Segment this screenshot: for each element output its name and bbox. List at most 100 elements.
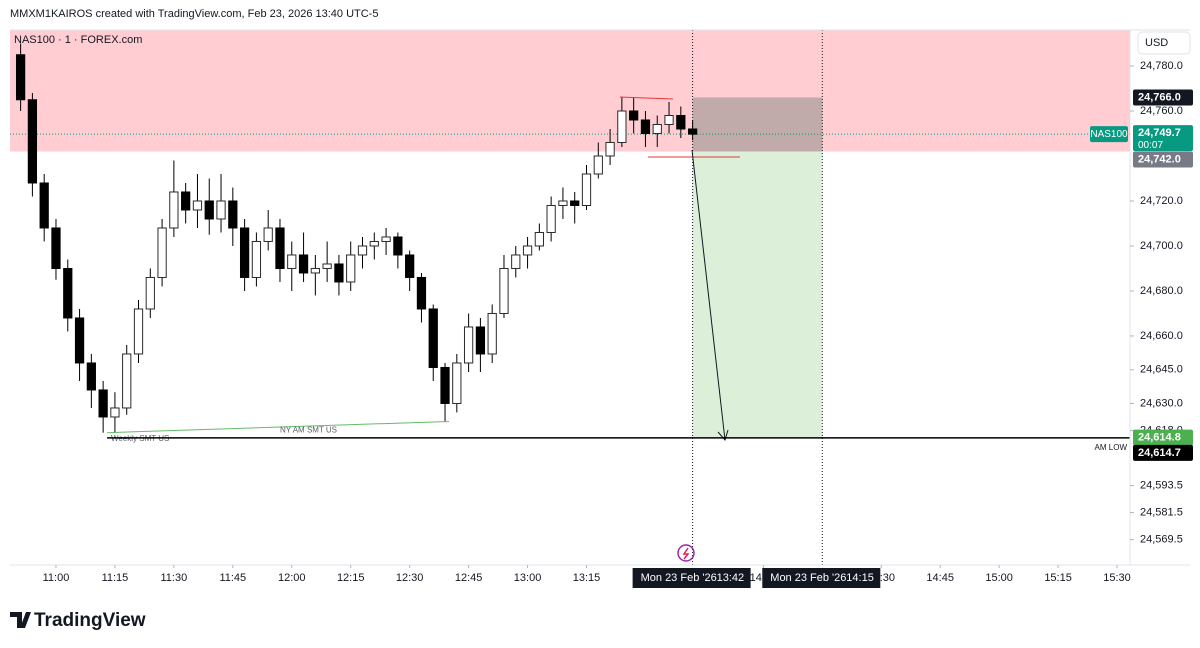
candle-body: [629, 110, 639, 121]
candle-body: [687, 128, 698, 135]
crosshair-box: [762, 568, 881, 588]
x-tick-label: 15:30: [1103, 572, 1131, 584]
candle-body: [676, 114, 686, 130]
last-price-box: [1133, 125, 1193, 152]
symbol: NAS100 · 1 · FOREX.com: [14, 34, 142, 46]
x-tick-label: 12:15: [337, 572, 365, 584]
currency-box[interactable]: [1137, 31, 1191, 55]
logo: TradingView: [10, 610, 146, 631]
x-tick-label: 12:30: [396, 572, 424, 584]
x-tick-label: 12:00: [278, 572, 306, 584]
event-icon[interactable]: [677, 544, 695, 562]
currency: USD: [1145, 37, 1168, 49]
candle-body: [110, 407, 120, 418]
level-label: 24,614.7: [1138, 447, 1181, 459]
crosshair-date: Mon 23 Feb '26: [770, 572, 846, 584]
candle-body: [251, 240, 262, 278]
candle-body: [298, 254, 309, 274]
y-tick-label: 24,593.5: [1140, 479, 1183, 491]
x-tick-label: 14:45: [926, 572, 954, 584]
candle-body: [428, 308, 438, 368]
candle-body: [475, 326, 486, 355]
candle-body: [369, 240, 379, 247]
candle-body: [593, 155, 603, 175]
stop-label-box: [1133, 89, 1193, 106]
candle-body: [511, 254, 521, 269]
symbol-tag-box: [1090, 126, 1128, 143]
candle-body: [558, 200, 568, 206]
y-tick-label: 24,700.0: [1140, 240, 1183, 252]
candle-body: [239, 227, 250, 278]
position-target: [692, 151, 823, 438]
candle-body: [287, 254, 297, 269]
annotation: NY AM SMT US: [280, 426, 337, 435]
level-label-box: [1133, 444, 1193, 461]
candle-body: [39, 182, 49, 229]
x-tick-label: 15:00: [985, 572, 1013, 584]
x-tick-label: 11:00: [43, 572, 70, 584]
entry-label-box: [1133, 151, 1193, 168]
arrow: [691, 149, 729, 442]
candle-body: [499, 267, 509, 314]
candle-body: [86, 362, 96, 391]
x-tick-label: 11:30: [161, 572, 188, 584]
y-tick-label: 24,720.0: [1140, 195, 1183, 207]
candle-body: [405, 254, 415, 278]
y-tick-label: 24,645.0: [1140, 364, 1183, 376]
y-tick-label: 24,680.0: [1140, 285, 1183, 297]
crosshair-date: Mon 23 Feb '26: [641, 572, 717, 584]
last-price: 24,749.7: [1138, 127, 1181, 139]
candle-body: [640, 119, 651, 134]
x-tick-label: 11:45: [219, 572, 246, 584]
y-tick-label: 24,569.5: [1140, 533, 1183, 545]
candle-body: [452, 362, 462, 404]
x-tick-label: 12:45: [455, 572, 483, 584]
candle-body: [98, 389, 108, 418]
candle-body: [522, 245, 533, 256]
candle-body: [322, 263, 332, 269]
candle-body: [63, 267, 73, 319]
candle-body: [27, 99, 38, 184]
candle-body: [416, 276, 427, 310]
candle-body: [381, 236, 391, 242]
zone: [10, 30, 1130, 152]
candle-body: [15, 54, 26, 101]
candle-body: [334, 263, 344, 283]
candle-body: [74, 317, 85, 364]
candle-body: [192, 200, 203, 211]
smt-line: [107, 420, 449, 434]
target-label-box: [1133, 429, 1193, 446]
entry-label: 24,742.0: [1138, 153, 1181, 165]
event-icon: [682, 547, 690, 560]
candle-body: [534, 231, 544, 247]
logo-mark: [10, 612, 31, 628]
symbol-tag: NAS100: [1090, 129, 1128, 140]
candle-body: [357, 245, 368, 256]
candle-body: [51, 227, 61, 269]
candle-body: [440, 366, 450, 404]
candle-body: [664, 114, 674, 125]
x-tick-label: 11:15: [102, 572, 129, 584]
candle-body: [487, 312, 497, 355]
drawing: [619, 96, 740, 158]
countdown: 00:07: [1138, 140, 1163, 151]
crosshair-time: 13:42: [717, 572, 745, 584]
candle-body: [581, 173, 592, 206]
candle-body: [157, 227, 167, 278]
x-tick-label: 13:15: [573, 572, 601, 584]
candle-body: [570, 200, 580, 206]
candle-body: [617, 110, 627, 143]
candle-body: [181, 191, 191, 211]
level-name: AM LOW: [1095, 443, 1128, 452]
candle-body: [204, 200, 214, 220]
brand: TradingView: [34, 610, 146, 631]
target-label: 24,614.8: [1138, 432, 1181, 444]
candle-body: [228, 200, 238, 229]
candle-body: [216, 200, 226, 220]
header: MMXM1KAIROS created with TradingView.com…: [10, 8, 378, 20]
candle-body: [605, 141, 615, 157]
candle-body: [346, 254, 356, 283]
crosshair-time: 14:15: [846, 572, 874, 584]
candle-body: [275, 227, 285, 269]
candle-body: [310, 267, 320, 274]
